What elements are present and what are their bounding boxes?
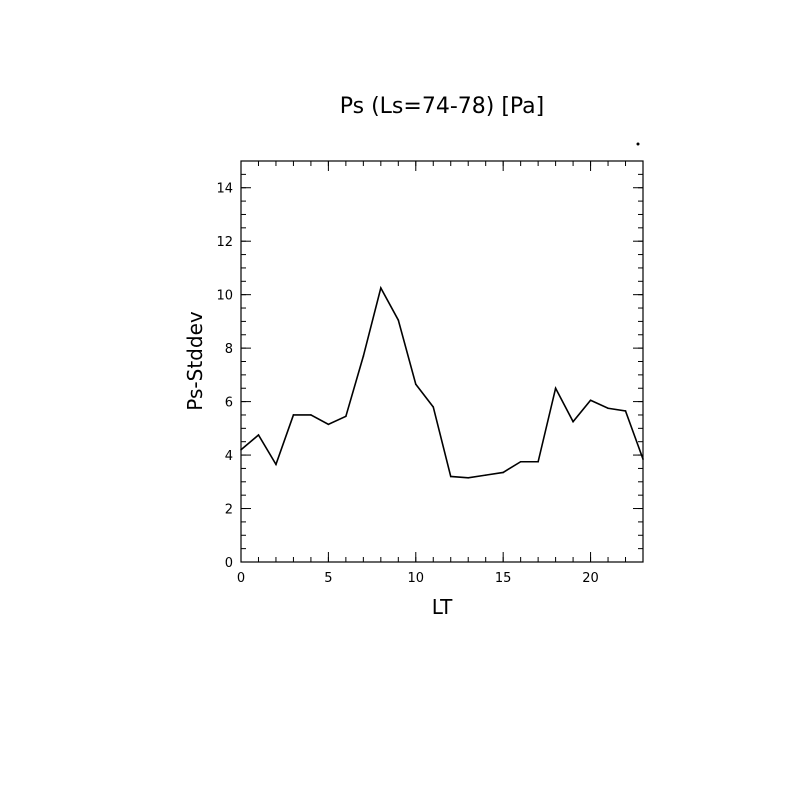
- data-point: [397, 319, 400, 321]
- y-tick-label: 14: [216, 182, 233, 197]
- data-point: [449, 475, 452, 478]
- x-tick-label: 10: [408, 571, 425, 586]
- data-point: [589, 399, 592, 402]
- data-point: [484, 474, 487, 476]
- plot-frame: [240, 160, 644, 563]
- y-tick-label: 8: [225, 342, 233, 357]
- axis-ticks: [240, 160, 644, 563]
- y-tick-label: 10: [216, 289, 233, 304]
- data-point: [380, 287, 382, 289]
- data-point: [310, 414, 312, 416]
- data-point: [432, 406, 435, 408]
- x-axis-label: LT: [432, 595, 453, 619]
- data-point: [554, 387, 557, 390]
- data-point: [642, 458, 644, 460]
- data-point: [257, 434, 260, 436]
- x-tick-label: 15: [495, 571, 512, 586]
- y-tick-label: 4: [225, 449, 233, 464]
- data-point: [502, 471, 504, 474]
- y-axis-label: Ps-Stddev: [183, 311, 207, 411]
- data-point: [275, 463, 277, 466]
- data-point: [607, 407, 609, 410]
- data-point: [292, 414, 295, 416]
- data-point: [362, 355, 365, 357]
- data-point: [624, 410, 627, 412]
- data-point: [327, 423, 330, 426]
- data-points: [240, 287, 644, 479]
- data-point: [572, 420, 574, 423]
- tick-labels: 0 5 10 15 20 0 2 4 6 8 10 12 14: [216, 182, 598, 586]
- y-tick-label: 12: [216, 235, 233, 250]
- x-tick-label: 0: [237, 571, 245, 586]
- corner-dot-mark: [636, 142, 640, 146]
- chart-title: Ps (Ls=74-78) [Pa]: [340, 94, 545, 119]
- data-point: [240, 448, 242, 451]
- data-point: [519, 460, 522, 463]
- y-tick-label: 6: [225, 396, 233, 411]
- y-tick-label: 2: [225, 503, 233, 518]
- data-point: [537, 460, 539, 463]
- data-point: [414, 383, 417, 386]
- x-tick-label: 5: [324, 571, 332, 586]
- data-point: [345, 415, 347, 418]
- data-point: [467, 476, 470, 479]
- y-tick-label: 0: [225, 556, 233, 571]
- series-line: [240, 285, 644, 479]
- x-tick-label: 20: [582, 571, 599, 586]
